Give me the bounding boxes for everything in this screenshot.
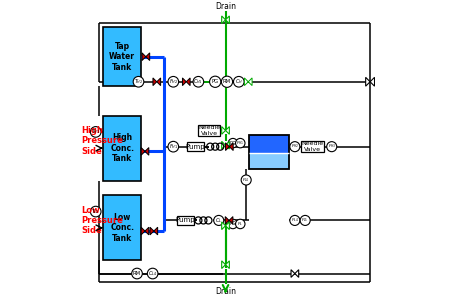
Text: Tap
Water
Tank: Tap Water Tank bbox=[109, 42, 135, 72]
Circle shape bbox=[90, 206, 101, 217]
Polygon shape bbox=[150, 227, 154, 235]
Circle shape bbox=[228, 138, 237, 148]
Circle shape bbox=[90, 127, 101, 137]
Polygon shape bbox=[222, 261, 226, 268]
Polygon shape bbox=[244, 78, 248, 85]
Circle shape bbox=[290, 215, 300, 225]
FancyBboxPatch shape bbox=[301, 141, 324, 152]
Polygon shape bbox=[146, 53, 150, 61]
Text: High
Conc.
Tank: High Conc. Tank bbox=[110, 133, 134, 163]
Text: Low
Pressure
Side: Low Pressure Side bbox=[81, 206, 123, 235]
Polygon shape bbox=[222, 16, 226, 24]
Text: $C_{H1}$: $C_{H1}$ bbox=[193, 77, 203, 86]
Text: RM: RM bbox=[133, 271, 141, 276]
FancyBboxPatch shape bbox=[103, 27, 142, 86]
Polygon shape bbox=[141, 227, 145, 235]
Circle shape bbox=[168, 76, 178, 87]
Circle shape bbox=[233, 76, 244, 87]
Text: $T_{H2}$: $T_{H2}$ bbox=[134, 77, 143, 86]
FancyBboxPatch shape bbox=[103, 195, 142, 260]
Polygon shape bbox=[157, 78, 161, 85]
Text: Low
Conc.
Tank: Low Conc. Tank bbox=[110, 213, 134, 243]
Polygon shape bbox=[226, 143, 229, 151]
Circle shape bbox=[168, 141, 178, 152]
Text: RM: RM bbox=[223, 79, 231, 84]
Polygon shape bbox=[141, 148, 145, 155]
Text: $F_{L5}$: $F_{L5}$ bbox=[301, 217, 309, 224]
Circle shape bbox=[210, 76, 221, 87]
Circle shape bbox=[222, 76, 232, 87]
FancyBboxPatch shape bbox=[198, 125, 220, 136]
Polygon shape bbox=[222, 141, 226, 149]
Circle shape bbox=[132, 268, 142, 279]
Text: PG: PG bbox=[212, 79, 219, 84]
Polygon shape bbox=[365, 77, 370, 86]
Text: $F_{L4}$: $F_{L4}$ bbox=[242, 176, 250, 184]
Polygon shape bbox=[295, 270, 299, 278]
Polygon shape bbox=[183, 78, 186, 85]
FancyBboxPatch shape bbox=[187, 142, 204, 151]
FancyBboxPatch shape bbox=[177, 216, 194, 225]
Polygon shape bbox=[248, 78, 252, 85]
Text: $P_{L4}$: $P_{L4}$ bbox=[291, 217, 299, 224]
Polygon shape bbox=[229, 217, 233, 224]
Text: $F_{H1}$: $F_{H1}$ bbox=[169, 142, 178, 151]
Circle shape bbox=[236, 138, 245, 148]
Text: PG: PG bbox=[230, 141, 236, 146]
Circle shape bbox=[133, 76, 144, 87]
Polygon shape bbox=[226, 141, 229, 149]
Text: $T_{H1}$: $T_{H1}$ bbox=[91, 128, 100, 136]
Circle shape bbox=[290, 142, 300, 152]
Text: Needle
Valve: Needle Valve bbox=[301, 141, 324, 152]
Circle shape bbox=[327, 142, 337, 152]
Text: $T_{L2}$: $T_{L2}$ bbox=[91, 207, 100, 216]
Polygon shape bbox=[226, 127, 229, 134]
Polygon shape bbox=[226, 261, 229, 268]
Polygon shape bbox=[142, 53, 146, 61]
Circle shape bbox=[214, 215, 224, 225]
FancyBboxPatch shape bbox=[103, 116, 142, 181]
Polygon shape bbox=[154, 227, 158, 235]
Polygon shape bbox=[226, 222, 229, 230]
Text: $P_L$: $P_L$ bbox=[237, 220, 243, 228]
Circle shape bbox=[228, 219, 237, 229]
Text: $C_L$: $C_L$ bbox=[215, 216, 222, 225]
Text: PG: PG bbox=[230, 221, 236, 226]
Polygon shape bbox=[186, 78, 190, 85]
Text: $P_{H2}$: $P_{H2}$ bbox=[291, 143, 299, 151]
Text: $P_{H1}$: $P_{H1}$ bbox=[236, 139, 244, 147]
Text: Pump: Pump bbox=[175, 218, 195, 224]
Polygon shape bbox=[222, 127, 226, 134]
Polygon shape bbox=[222, 222, 226, 230]
Polygon shape bbox=[229, 143, 233, 151]
Polygon shape bbox=[291, 270, 295, 278]
Polygon shape bbox=[153, 78, 157, 85]
Text: $F_{H2}$: $F_{H2}$ bbox=[169, 77, 178, 86]
Circle shape bbox=[193, 76, 204, 87]
Polygon shape bbox=[225, 217, 229, 224]
Circle shape bbox=[236, 219, 245, 229]
Text: Needle
Valve: Needle Valve bbox=[198, 125, 220, 136]
Circle shape bbox=[241, 175, 251, 185]
FancyBboxPatch shape bbox=[249, 152, 289, 169]
Text: $C_{L4}$: $C_{L4}$ bbox=[148, 269, 157, 278]
Text: Drain: Drain bbox=[215, 2, 236, 11]
Text: $F_{H3}$: $F_{H3}$ bbox=[328, 143, 336, 151]
Circle shape bbox=[300, 215, 310, 225]
Polygon shape bbox=[145, 227, 149, 235]
Polygon shape bbox=[226, 16, 229, 24]
Polygon shape bbox=[145, 148, 149, 155]
Circle shape bbox=[148, 268, 158, 279]
Polygon shape bbox=[370, 77, 375, 86]
Text: High
Pressure
Side: High Pressure Side bbox=[81, 126, 123, 156]
Text: $C_H$: $C_H$ bbox=[235, 77, 243, 86]
Text: Drain: Drain bbox=[215, 287, 236, 296]
FancyBboxPatch shape bbox=[249, 135, 289, 152]
Text: Pump: Pump bbox=[185, 144, 205, 150]
